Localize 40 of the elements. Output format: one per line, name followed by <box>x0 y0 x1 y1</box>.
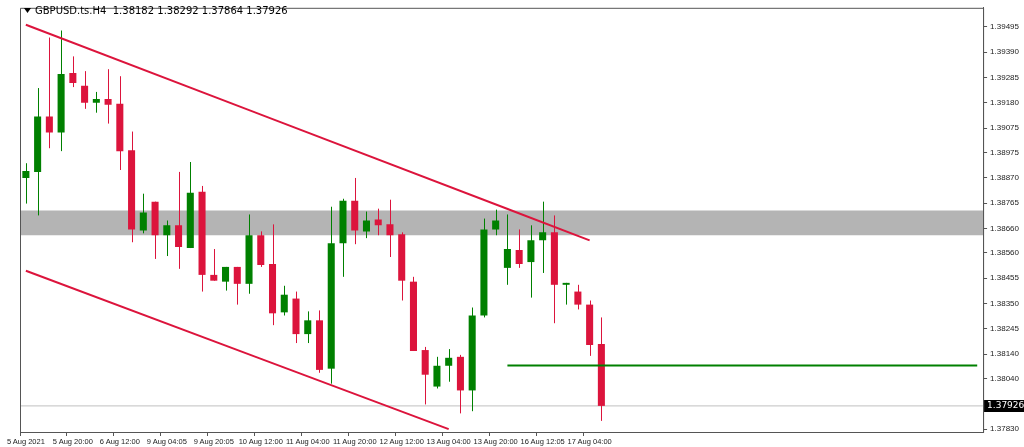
chart-title: GBPUSD.ts.H4 1.38182 1.38292 1.37864 1.37926 <box>35 5 288 16</box>
candlestick <box>104 68 112 125</box>
y-tick-label: 1.39285 <box>990 72 1020 82</box>
candlestick <box>503 213 511 286</box>
candlestick <box>386 199 394 258</box>
y-tick-label: 1.38975 <box>990 147 1020 157</box>
candlestick <box>433 356 441 389</box>
candlestick <box>280 285 288 316</box>
candlestick <box>210 248 218 282</box>
y-tick-label: 1.38140 <box>990 349 1020 359</box>
y-tick-label: 1.39075 <box>990 123 1020 133</box>
candlestick <box>445 348 453 383</box>
y-tick-label: 1.39390 <box>990 47 1020 57</box>
y-tick-label: 1.38245 <box>990 323 1020 333</box>
candlestick <box>362 211 370 239</box>
y-tick-label: 1.38040 <box>990 373 1020 383</box>
y-tick-label: 1.38350 <box>990 298 1020 308</box>
y-tick-label: 1.38765 <box>990 198 1020 208</box>
y-tick-label: 1.39180 <box>990 97 1020 107</box>
candlestick <box>92 91 100 114</box>
candlestick <box>81 70 89 110</box>
y-tick-label: 1.38660 <box>990 223 1020 233</box>
y-tick-label: 1.39495 <box>990 21 1020 31</box>
candlestick <box>527 224 535 299</box>
candlestick <box>163 220 171 257</box>
y-tick-label: 1.38455 <box>990 273 1020 283</box>
candlestick <box>45 37 53 149</box>
y-tick-label: 1.37830 <box>990 424 1020 434</box>
candlestick <box>175 171 183 270</box>
candlestick <box>304 310 312 344</box>
candlestick <box>233 266 241 306</box>
candlestick <box>22 162 30 205</box>
candlestick <box>515 228 523 269</box>
ref-line-label: 1.37926 <box>987 400 1024 411</box>
candlestick <box>69 55 77 88</box>
candlestick <box>139 193 147 234</box>
candlestick <box>574 284 582 310</box>
y-tick-label: 1.38870 <box>990 172 1020 182</box>
y-tick-label: 1.38560 <box>990 247 1020 257</box>
candlestick <box>539 201 547 274</box>
